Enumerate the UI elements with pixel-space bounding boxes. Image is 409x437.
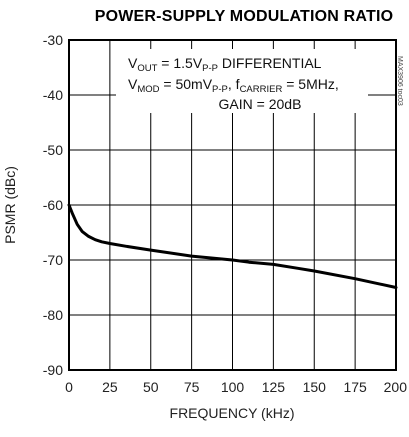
annotation-background: [116, 49, 368, 113]
y-tick-label: -90: [43, 362, 63, 378]
y-tick-label: -50: [43, 142, 63, 158]
x-tick-label: 175: [343, 379, 367, 395]
psmr-series-line: [67, 203, 398, 289]
annotation-line-2: VMOD = 50mVP-P, fCARRIER = 5MHz,: [128, 76, 339, 95]
x-tick-label: 150: [303, 379, 327, 395]
y-axis-label: PSMR (dBc): [2, 166, 18, 244]
x-tick-label: 0: [65, 379, 73, 395]
y-tick-label: -30: [43, 32, 63, 48]
x-tick-label: 50: [143, 379, 159, 395]
figure-watermark: MAX3906 toc03: [396, 56, 403, 106]
x-tick-label: 75: [184, 379, 200, 395]
y-tick-label: -70: [43, 252, 63, 268]
y-axis-ticks: -30 -40 -50 -60 -70 -80 -90: [43, 32, 63, 378]
series-group: [67, 203, 398, 289]
annotation-line-1: VOUT = 1.5VP-P DIFFERENTIAL: [128, 55, 322, 74]
x-tick-label: 25: [102, 379, 118, 395]
x-tick-label: 125: [262, 379, 286, 395]
x-tick-label: 200: [384, 379, 408, 395]
y-tick-label: -80: [43, 307, 63, 323]
x-tick-label: 100: [221, 379, 245, 395]
y-tick-label: -60: [43, 197, 63, 213]
x-axis-label: FREQUENCY (kHz): [170, 405, 295, 421]
y-tick-label: -40: [43, 87, 63, 103]
annotation-line-3: GAIN = 20dB: [219, 96, 302, 112]
x-axis-ticks: 0 25 50 75 100 125 150 175 200: [65, 379, 407, 395]
chart-title: POWER-SUPPLY MODULATION RATIO: [95, 8, 394, 25]
